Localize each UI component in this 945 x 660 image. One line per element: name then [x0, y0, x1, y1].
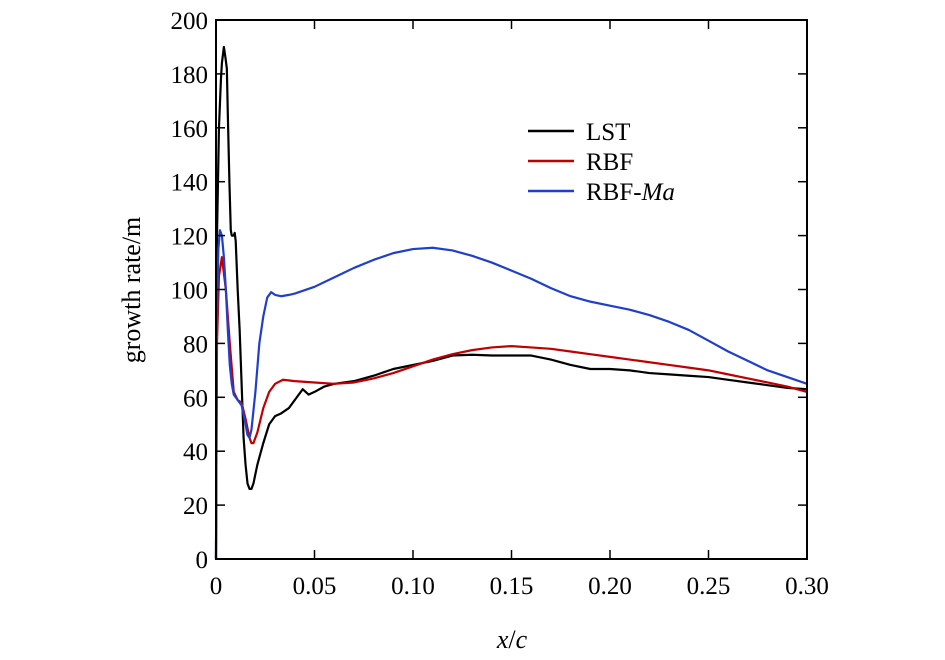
y-tick-label-3: 60 — [183, 385, 208, 412]
y-tick-label-2: 40 — [183, 439, 208, 466]
ticks-layer — [215, 19, 808, 560]
y-tick-label-6: 120 — [171, 224, 209, 251]
x-axis-label-main: x — [496, 625, 509, 654]
series-layer — [214, 45, 808, 560]
x-axis-label: x/c — [496, 625, 528, 654]
series-line-lst — [214, 45, 808, 560]
x-tick-label-6: 0.30 — [785, 573, 829, 600]
x-tick-label-5: 0.25 — [687, 573, 731, 600]
y-tick-label-1: 20 — [183, 493, 208, 520]
x-tick-label-0: 0 — [210, 573, 223, 600]
x-axis-label-separator: / — [508, 625, 516, 654]
x-tick-label-1: 0.05 — [293, 573, 337, 600]
x-tick-label-2: 0.10 — [391, 573, 435, 600]
y-tick-label-5: 100 — [171, 278, 209, 305]
y-tick-label-4: 80 — [183, 331, 208, 358]
legend-label-lst: LST — [586, 119, 630, 146]
x-tick-label-3: 0.15 — [490, 573, 534, 600]
series-line-rbf-ma — [214, 229, 808, 560]
x-tick-label-4: 0.20 — [588, 573, 632, 600]
legend-label-rbf-ma: RBF-Ma — [586, 179, 675, 206]
y-tick-label-10: 200 — [171, 8, 209, 35]
legend-label-rbf: RBF — [586, 149, 633, 176]
y-tick-label-0: 0 — [196, 547, 209, 574]
y-tick-label-8: 160 — [171, 116, 209, 143]
tick-labels-layer: 0 0.05 0.10 0.15 0.20 0.25 0.30 0 20 40 60 80 100 120… — [171, 8, 829, 600]
legend: LST RBF RBF-Ma — [528, 119, 675, 206]
x-axis-label-tail: c — [516, 625, 528, 654]
y-tick-label-7: 140 — [171, 170, 209, 197]
y-tick-label-9: 180 — [171, 62, 209, 89]
y-axis-label: growth rate/m — [117, 217, 146, 364]
series-line-rbf — [214, 256, 808, 560]
